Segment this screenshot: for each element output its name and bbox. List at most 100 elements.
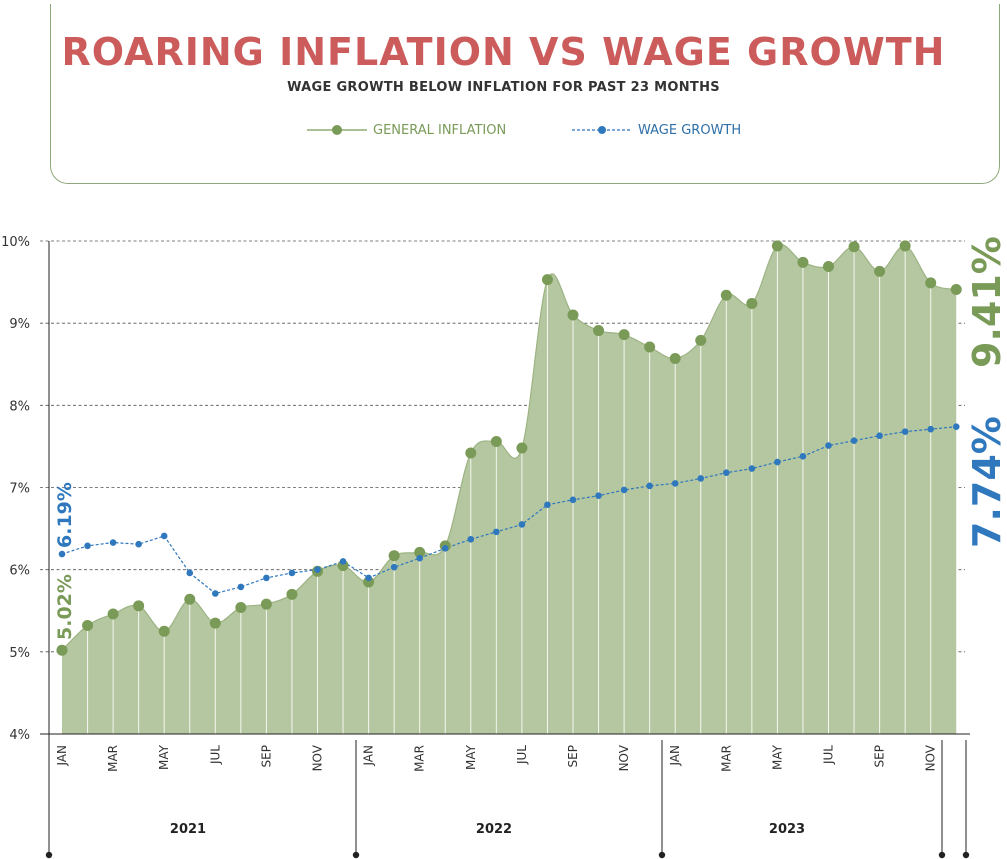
annotation-wage-end: 7.74%: [965, 416, 1007, 548]
inflation-point: [669, 352, 681, 364]
y-tick-label: 8%: [9, 399, 30, 414]
inflation-point: [235, 601, 247, 613]
inflation-point: [593, 325, 605, 337]
wage-point: [441, 545, 449, 552]
inflation-point: [823, 260, 834, 272]
inflation-point: [414, 546, 426, 558]
wage-point: [799, 452, 807, 460]
x-tick-label: MAY: [770, 744, 784, 770]
wage-point: [467, 535, 475, 543]
x-tick-label: JAN: [362, 745, 376, 767]
x-tick-label: MAR: [106, 745, 120, 772]
inflation-point: [209, 617, 221, 629]
inflation-point: [925, 277, 937, 289]
vertical-lines-layer: [87, 245, 932, 734]
year-divider-2021-dot: [45, 851, 53, 859]
wage-point: [646, 482, 653, 490]
inflation-point: [107, 608, 119, 620]
x-tick-label: MAR: [719, 745, 733, 772]
wage-point: [825, 442, 832, 449]
inflation-point: [133, 600, 145, 612]
year-divider-end-dot: [938, 851, 946, 859]
wage-point: [263, 574, 270, 582]
wage-point: [544, 501, 551, 509]
annotation-inflation-start: 5.02%: [54, 574, 76, 640]
wage-point: [569, 496, 577, 504]
y-tick-label: 6%: [9, 564, 30, 579]
annotation-wage-start: 6.19%: [54, 482, 76, 548]
inflation-point: [746, 297, 758, 309]
inflation-point: [516, 442, 528, 454]
chart-header-box: [50, 4, 1000, 184]
inflation-point: [158, 625, 170, 637]
wage-point: [723, 469, 730, 477]
x-tick-label: NOV: [924, 744, 938, 771]
y-tick-label: 5%: [9, 646, 30, 661]
inflation-point: [771, 240, 783, 252]
inflation-point: [695, 334, 707, 346]
wage-point: [850, 437, 858, 444]
inflation-point: [56, 644, 68, 656]
legend-label-wage: WAGE GROWTH: [638, 122, 742, 138]
axis-layer: [40, 241, 970, 859]
wage-point: [390, 563, 398, 571]
inflation-point: [567, 309, 579, 321]
wage-point: [58, 550, 66, 558]
inflation-area: [62, 244, 957, 734]
y-tick-label: 9%: [9, 317, 30, 332]
x-tick-label: JAN: [55, 745, 69, 767]
year-divider-2023-dot: [658, 851, 666, 859]
wage-point: [952, 423, 960, 430]
inflation-point: [82, 620, 94, 632]
inflation-point: [848, 241, 860, 253]
wage-point: [748, 465, 756, 472]
wage-point: [620, 486, 628, 494]
wage-points: [58, 423, 960, 597]
inflation-point: [184, 593, 196, 605]
wage-point: [314, 566, 321, 573]
wage-point: [84, 542, 91, 550]
x-tick-label: NOV: [617, 744, 631, 771]
x-tick-label: JUL: [208, 745, 222, 765]
year-label: 2023: [769, 822, 805, 837]
inflation-point: [899, 240, 911, 252]
wage-point: [927, 425, 934, 433]
wage-point: [212, 590, 219, 597]
wage-point: [186, 569, 194, 577]
inflation-point: [618, 329, 630, 341]
x-tick-label: MAR: [413, 745, 427, 772]
wage-point: [288, 569, 296, 577]
x-tick-label: SEP: [873, 745, 887, 767]
inflation-point: [797, 256, 809, 268]
wage-line: [61, 426, 957, 595]
year-divider-final-dot: [962, 851, 970, 859]
legend-item-inflation: GENERAL INFLATION: [307, 122, 506, 138]
label-layer: JAN MAR MAY JUL SEP NOV JAN MAR MAY JUL SEP NOV JAN M…: [54, 236, 1007, 837]
inflation-point: [286, 588, 298, 600]
inflation-point: [950, 283, 962, 295]
inflation-point: [720, 289, 732, 301]
x-tick-label: NOV: [311, 744, 325, 771]
wage-point: [697, 475, 705, 482]
wage-point: [160, 532, 168, 540]
year-label: 2022: [476, 822, 512, 837]
inflation-point: [541, 274, 553, 286]
wage-point: [518, 521, 526, 528]
y-tick-label: 4%: [9, 728, 30, 743]
inflation-point: [490, 435, 502, 447]
wage-point: [595, 492, 602, 500]
chart-subtitle: WAGE GROWTH BELOW INFLATION FOR PAST 23 …: [287, 80, 720, 95]
wage-point: [671, 480, 679, 487]
inflation-point: [644, 341, 656, 353]
wage-point: [365, 574, 372, 582]
legend-marker-wage: [572, 126, 632, 134]
x-tick-label: SEP: [566, 745, 580, 767]
wage-point: [339, 558, 347, 565]
wage-point: [416, 554, 424, 562]
legend-marker-inflation: [307, 125, 367, 135]
x-tick-label: JUL: [822, 745, 836, 765]
inflation-point: [260, 598, 272, 610]
inflation-point: [874, 265, 886, 277]
wage-point: [109, 539, 117, 546]
